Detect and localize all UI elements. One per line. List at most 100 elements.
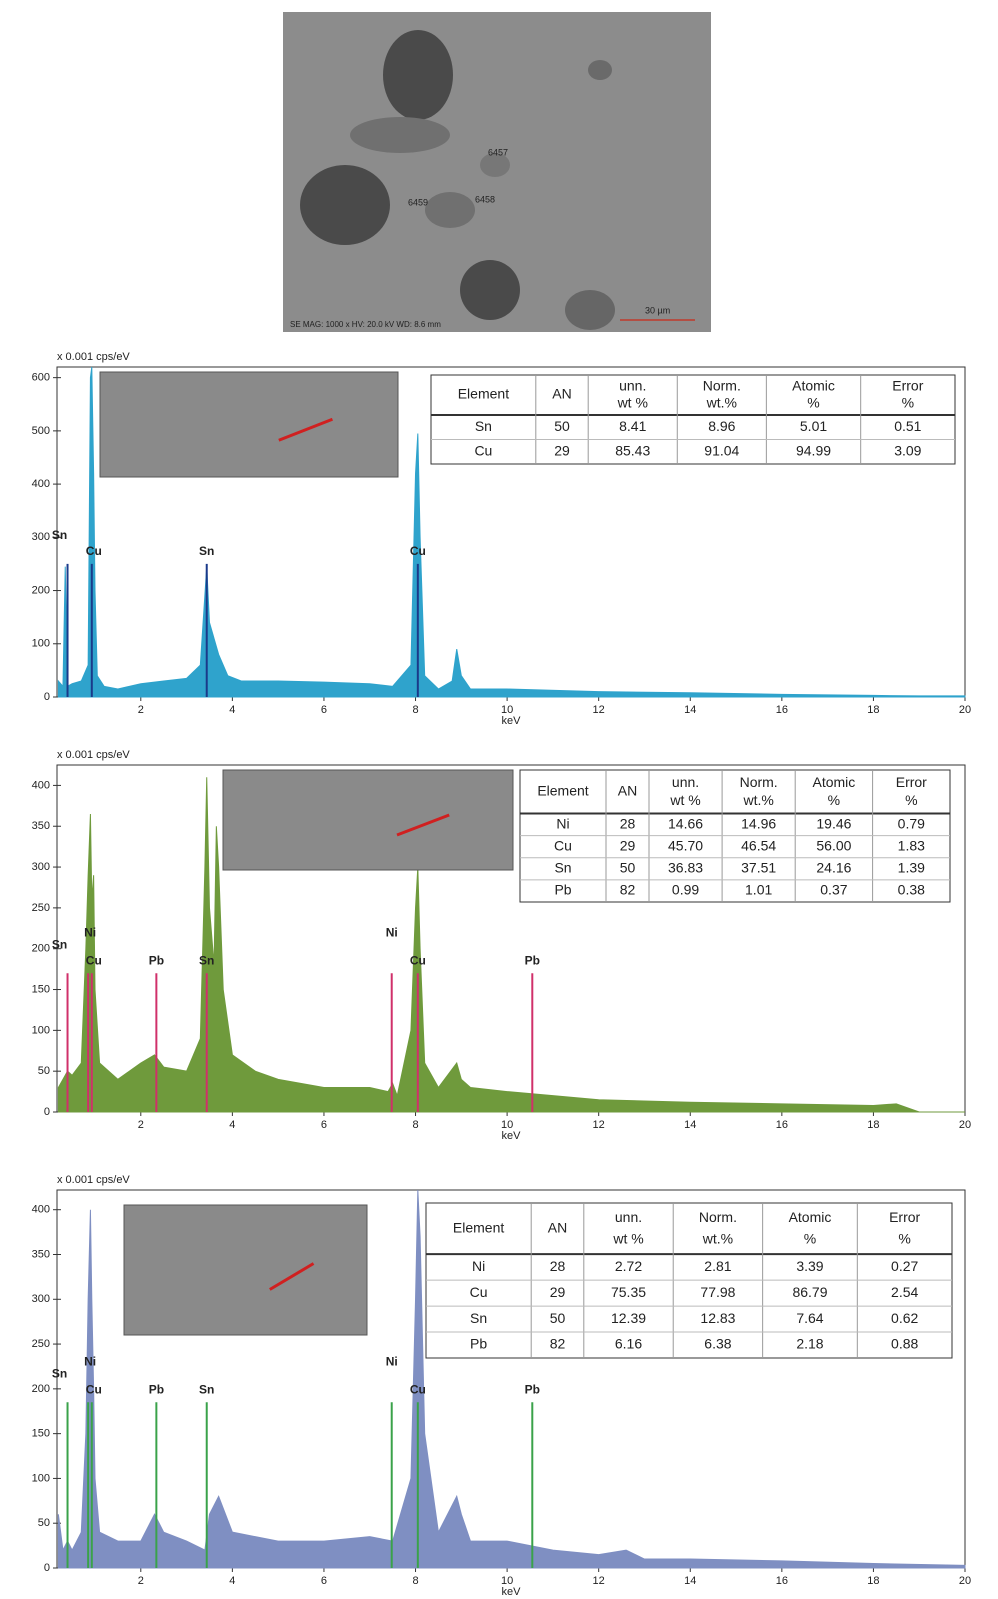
table-cell: Cu: [470, 1284, 488, 1300]
table-cell: 19.46: [816, 815, 851, 831]
y-tick-label: 300: [32, 1293, 50, 1305]
table-header: %: [902, 395, 914, 411]
table-cell: 85.43: [615, 442, 650, 458]
element-label: Pb: [525, 1382, 540, 1396]
table-cell: 24.16: [816, 860, 851, 876]
y-tick-label: 200: [32, 584, 50, 596]
element-label: Ni: [84, 1354, 96, 1368]
sem-footer: SE MAG: 1000 x HV: 20.0 kV WD: 8.6 mm: [290, 320, 441, 329]
table-cell: 0.99: [672, 882, 699, 898]
element-label: Cu: [86, 1382, 102, 1396]
table-cell: Sn: [470, 1310, 487, 1326]
x-tick-label: 4: [229, 704, 235, 716]
table-header: Atomic: [792, 378, 835, 394]
y-tick-label: 300: [32, 531, 50, 543]
x-tick-label: 2: [138, 1575, 144, 1587]
x-tick-label: 20: [959, 704, 971, 716]
x-axis-label: keV: [502, 715, 522, 727]
y-tick-label: 0: [44, 691, 50, 703]
y-tick-label: 200: [32, 1383, 50, 1395]
table-cell: 14.66: [668, 815, 703, 831]
x-tick-label: 20: [959, 1119, 971, 1131]
table-cell: 94.99: [796, 442, 831, 458]
table-cell: 3.39: [796, 1258, 823, 1274]
table-header: %: [807, 395, 819, 411]
y-tick-label: 100: [32, 638, 50, 650]
y-tick-label: 0: [44, 1106, 50, 1118]
table-cell: 91.04: [704, 442, 739, 458]
table-header: Norm.: [703, 378, 741, 394]
table-header: %: [828, 792, 840, 808]
table-header: wt.%: [706, 395, 737, 411]
inset-image: [99, 371, 399, 478]
table-cell: 50: [620, 860, 636, 876]
table-header: wt %: [612, 1231, 643, 1247]
element-label: Ni: [386, 1354, 398, 1368]
y-tick-label: 350: [32, 820, 50, 832]
y-tick-label: 50: [38, 1517, 50, 1529]
element-label: Ni: [386, 925, 398, 939]
table-cell: Ni: [472, 1258, 485, 1274]
table-cell: 0.62: [891, 1310, 918, 1326]
element-label: Sn: [52, 937, 67, 951]
x-tick-label: 20: [959, 1575, 971, 1587]
spectrum: [57, 1189, 966, 1569]
element-label: Cu: [410, 544, 426, 558]
x-tick-label: 6: [321, 1575, 327, 1587]
table-header: unn.: [615, 1209, 642, 1225]
x-tick-label: 12: [593, 1575, 605, 1587]
data-table: Element AN unn. wt % Norm. wt.% Atomic% Error% N…: [519, 769, 951, 903]
element-label: Cu: [86, 544, 102, 558]
y-tick-label: 400: [32, 779, 50, 791]
table-header: %: [898, 1231, 910, 1247]
sem-point-label: 6459: [408, 197, 428, 207]
table-header: Error: [892, 378, 923, 394]
table-header: wt.%: [742, 792, 773, 808]
sem-scale: 30 µm: [645, 305, 670, 315]
table-cell: 29: [620, 837, 636, 853]
y-tick-label: 250: [32, 902, 50, 914]
x-tick-label: 14: [684, 1575, 696, 1587]
x-tick-label: 2: [138, 704, 144, 716]
x-tick-label: 8: [412, 1575, 418, 1587]
y-tick-label: 150: [32, 1428, 50, 1440]
x-tick-label: 8: [412, 704, 418, 716]
table-cell: 2.18: [796, 1336, 823, 1352]
table-header: Error: [889, 1209, 920, 1225]
x-tick-label: 10: [501, 1575, 513, 1587]
table-header: wt.%: [702, 1231, 733, 1247]
table-header: Element: [458, 386, 509, 402]
table-cell: 8.41: [619, 418, 646, 434]
table-header: Norm.: [699, 1209, 737, 1225]
element-label: Sn: [199, 953, 214, 967]
x-tick-label: 16: [776, 1575, 788, 1587]
x-tick-label: 16: [776, 1119, 788, 1131]
table-cell: 50: [550, 1310, 566, 1326]
table-cell: 0.38: [898, 882, 925, 898]
table-cell: 36.83: [668, 860, 703, 876]
table-header: Element: [453, 1219, 504, 1235]
y-tick-label: 50: [38, 1065, 50, 1077]
spectrum: [57, 366, 966, 698]
y-unit-label: x 0.001 cps/eV: [57, 1174, 130, 1186]
x-tick-label: 6: [321, 704, 327, 716]
element-label: Ni: [84, 925, 96, 939]
y-tick-label: 0: [44, 1562, 50, 1574]
element-label: Cu: [410, 1382, 426, 1396]
element-label: Sn: [199, 1382, 214, 1396]
x-tick-label: 2: [138, 1119, 144, 1131]
table-header: %: [804, 1231, 816, 1247]
element-label: Sn: [52, 1366, 67, 1380]
x-tick-label: 6: [321, 1119, 327, 1131]
table-cell: 2.72: [615, 1258, 642, 1274]
inset-image: [222, 769, 514, 871]
y-tick-label: 350: [32, 1248, 50, 1260]
table-cell: Sn: [475, 418, 492, 434]
table-cell: 1.01: [745, 882, 772, 898]
x-tick-label: 8: [412, 1119, 418, 1131]
inset-image: [123, 1204, 368, 1336]
y-tick-label: 400: [32, 1204, 50, 1216]
x-axis-label: keV: [502, 1130, 522, 1142]
table-cell: 6.16: [615, 1336, 642, 1352]
